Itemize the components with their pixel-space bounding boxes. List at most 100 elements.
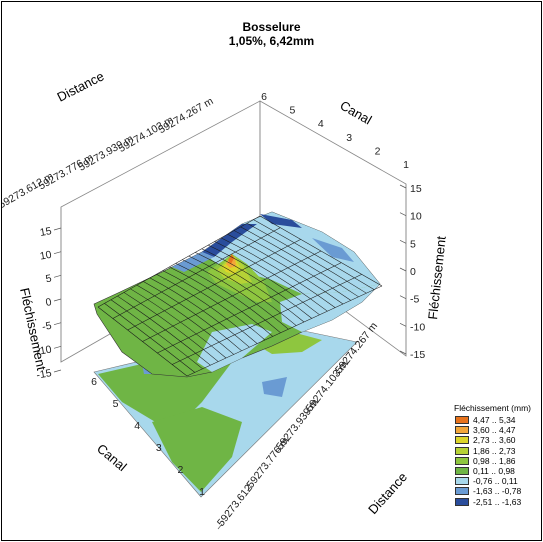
mesh-line-across <box>195 252 305 323</box>
canal-axis-title-top: Canal <box>338 98 375 128</box>
z-tick-label-right: 10 <box>410 211 422 223</box>
legend-label: 1,86 .. 2,73 <box>473 445 516 456</box>
legend-entries: 4,47 .. 5,34 3,60 .. 4,47 2,73 .. 3,60 1,86… <box>452 415 538 507</box>
distance-axis-title-top: Distance <box>55 68 107 104</box>
mesh-line-across <box>136 284 234 355</box>
z-tick-right <box>399 323 407 327</box>
floor-green-region-1 <box>98 357 232 432</box>
canal-tick-label-front: 2 <box>177 464 183 476</box>
canal-tick-label-front: 5 <box>113 398 119 410</box>
z-tick-label-left: 10 <box>39 249 53 263</box>
z-axis-title-right: Fléchissement <box>425 235 449 320</box>
legend-entry: -0,76 .. 0,11 <box>452 476 538 486</box>
chart-subtitle: 1,05%, 6,42mm <box>228 34 315 48</box>
mesh-line-across <box>201 248 312 319</box>
legend-swatch <box>455 446 469 455</box>
bump-peak-red <box>228 254 234 264</box>
z-tick-label-left: -10 <box>35 343 52 357</box>
distance-tick-front <box>217 523 223 530</box>
legend-entry: -1,63 .. -0,78 <box>452 486 538 496</box>
mesh-line-across <box>117 295 211 366</box>
legend-entry: 1,86 .. 2,73 <box>452 446 538 456</box>
mesh-line-across <box>233 230 351 301</box>
canal-tick-label-top: 1 <box>403 159 409 171</box>
z-tick-label-left: 0 <box>45 296 53 309</box>
z-tick-label-right: -5 <box>410 294 419 306</box>
z-tick-right <box>399 350 407 355</box>
z-tick-right <box>399 240 407 244</box>
mesh-line-across <box>240 226 359 298</box>
mesh-line-across <box>156 273 258 344</box>
surface-blue-right <box>280 284 380 332</box>
mesh-line-across <box>246 223 367 294</box>
z-tick-label-left: -15 <box>35 367 52 381</box>
z-tick-left <box>53 274 62 278</box>
distance-tick-front <box>276 447 282 453</box>
legend-label: -0,76 .. 0,11 <box>473 476 518 487</box>
mesh-line-across <box>208 244 320 316</box>
legend-entry: 2,73 .. 3,60 <box>452 435 538 445</box>
mesh-line-across <box>182 259 289 330</box>
mesh-line-across <box>175 263 281 334</box>
mesh-line-along <box>172 274 362 365</box>
legend-swatch <box>455 487 469 496</box>
mesh-line-along <box>157 262 342 354</box>
legend-label: 3,60 .. 4,47 <box>473 425 516 436</box>
legend-swatch <box>455 456 469 465</box>
legend-entry: -2,51 .. -1,63 <box>452 497 538 507</box>
mesh-line-along <box>112 227 281 319</box>
legend-entry: 4,47 .. 5,34 <box>452 415 538 425</box>
distance-tick-label-front: 59273.612 <box>215 482 255 529</box>
mesh-line-along <box>97 215 261 308</box>
z-tick-label-right: 0 <box>410 266 416 278</box>
chart-title: Bosselure <box>242 20 301 34</box>
mesh-line-along <box>142 250 322 342</box>
chart-title-block: Bosselure 1,05%, 6,42mm <box>2 20 541 48</box>
mesh-line-across <box>214 241 328 312</box>
mesh-line-across <box>104 303 195 373</box>
mesh-line-along <box>186 285 383 377</box>
surface-mesh <box>93 211 383 378</box>
floor-green-region-3 <box>252 332 322 354</box>
canal-tick-label-top: 5 <box>289 105 295 117</box>
surface-dark-band-2 <box>172 252 214 272</box>
mesh-line-across <box>162 270 266 341</box>
canal-tick-label-front: 1 <box>199 486 205 498</box>
mesh-line-along <box>127 239 301 331</box>
mesh-line-across <box>110 299 203 370</box>
distance-tick-front <box>335 370 341 377</box>
mesh-line-across <box>188 255 297 326</box>
tick-marks <box>53 184 407 530</box>
surface-grid-lines <box>97 215 383 377</box>
surface-dark-band-4 <box>260 214 302 228</box>
canal-tick-label-front: 3 <box>156 442 162 454</box>
z-tick-left <box>53 322 62 326</box>
floor-green-region-2 <box>152 407 242 492</box>
distance-axis-title-front: Distance <box>365 469 410 517</box>
mesh-line-across <box>227 233 344 305</box>
z-tick-left <box>53 298 62 302</box>
mesh-line-across <box>143 281 242 352</box>
legend-label: -1,63 .. -0,78 <box>473 486 522 497</box>
z-tick-label-right: -10 <box>410 321 425 333</box>
mesh-line-across <box>253 219 375 290</box>
mesh-line-across <box>149 277 250 348</box>
legend-title: Fléchissement (mm) <box>454 403 531 413</box>
canal-tick-label-front: 4 <box>134 420 140 432</box>
legend-label: 2,73 .. 3,60 <box>473 435 516 446</box>
z-tick-right <box>399 267 407 272</box>
surface-blue-mid <box>197 324 272 372</box>
z-tick-label-right: 5 <box>410 238 416 250</box>
floor-blue-patch-1 <box>262 377 287 397</box>
canal-axis-title-front: Canal <box>94 441 130 474</box>
mesh-line-across <box>220 237 336 308</box>
legend-swatch <box>455 477 469 486</box>
legend-entry: 0,11 .. 0,98 <box>452 466 538 476</box>
z-tick-label-right: -15 <box>410 349 425 361</box>
distance-tick-front <box>306 409 311 415</box>
legend-label: 0,98 .. 1,86 <box>473 455 516 466</box>
legend-swatch <box>455 416 469 424</box>
surface-dark-band-3 <box>312 238 354 262</box>
